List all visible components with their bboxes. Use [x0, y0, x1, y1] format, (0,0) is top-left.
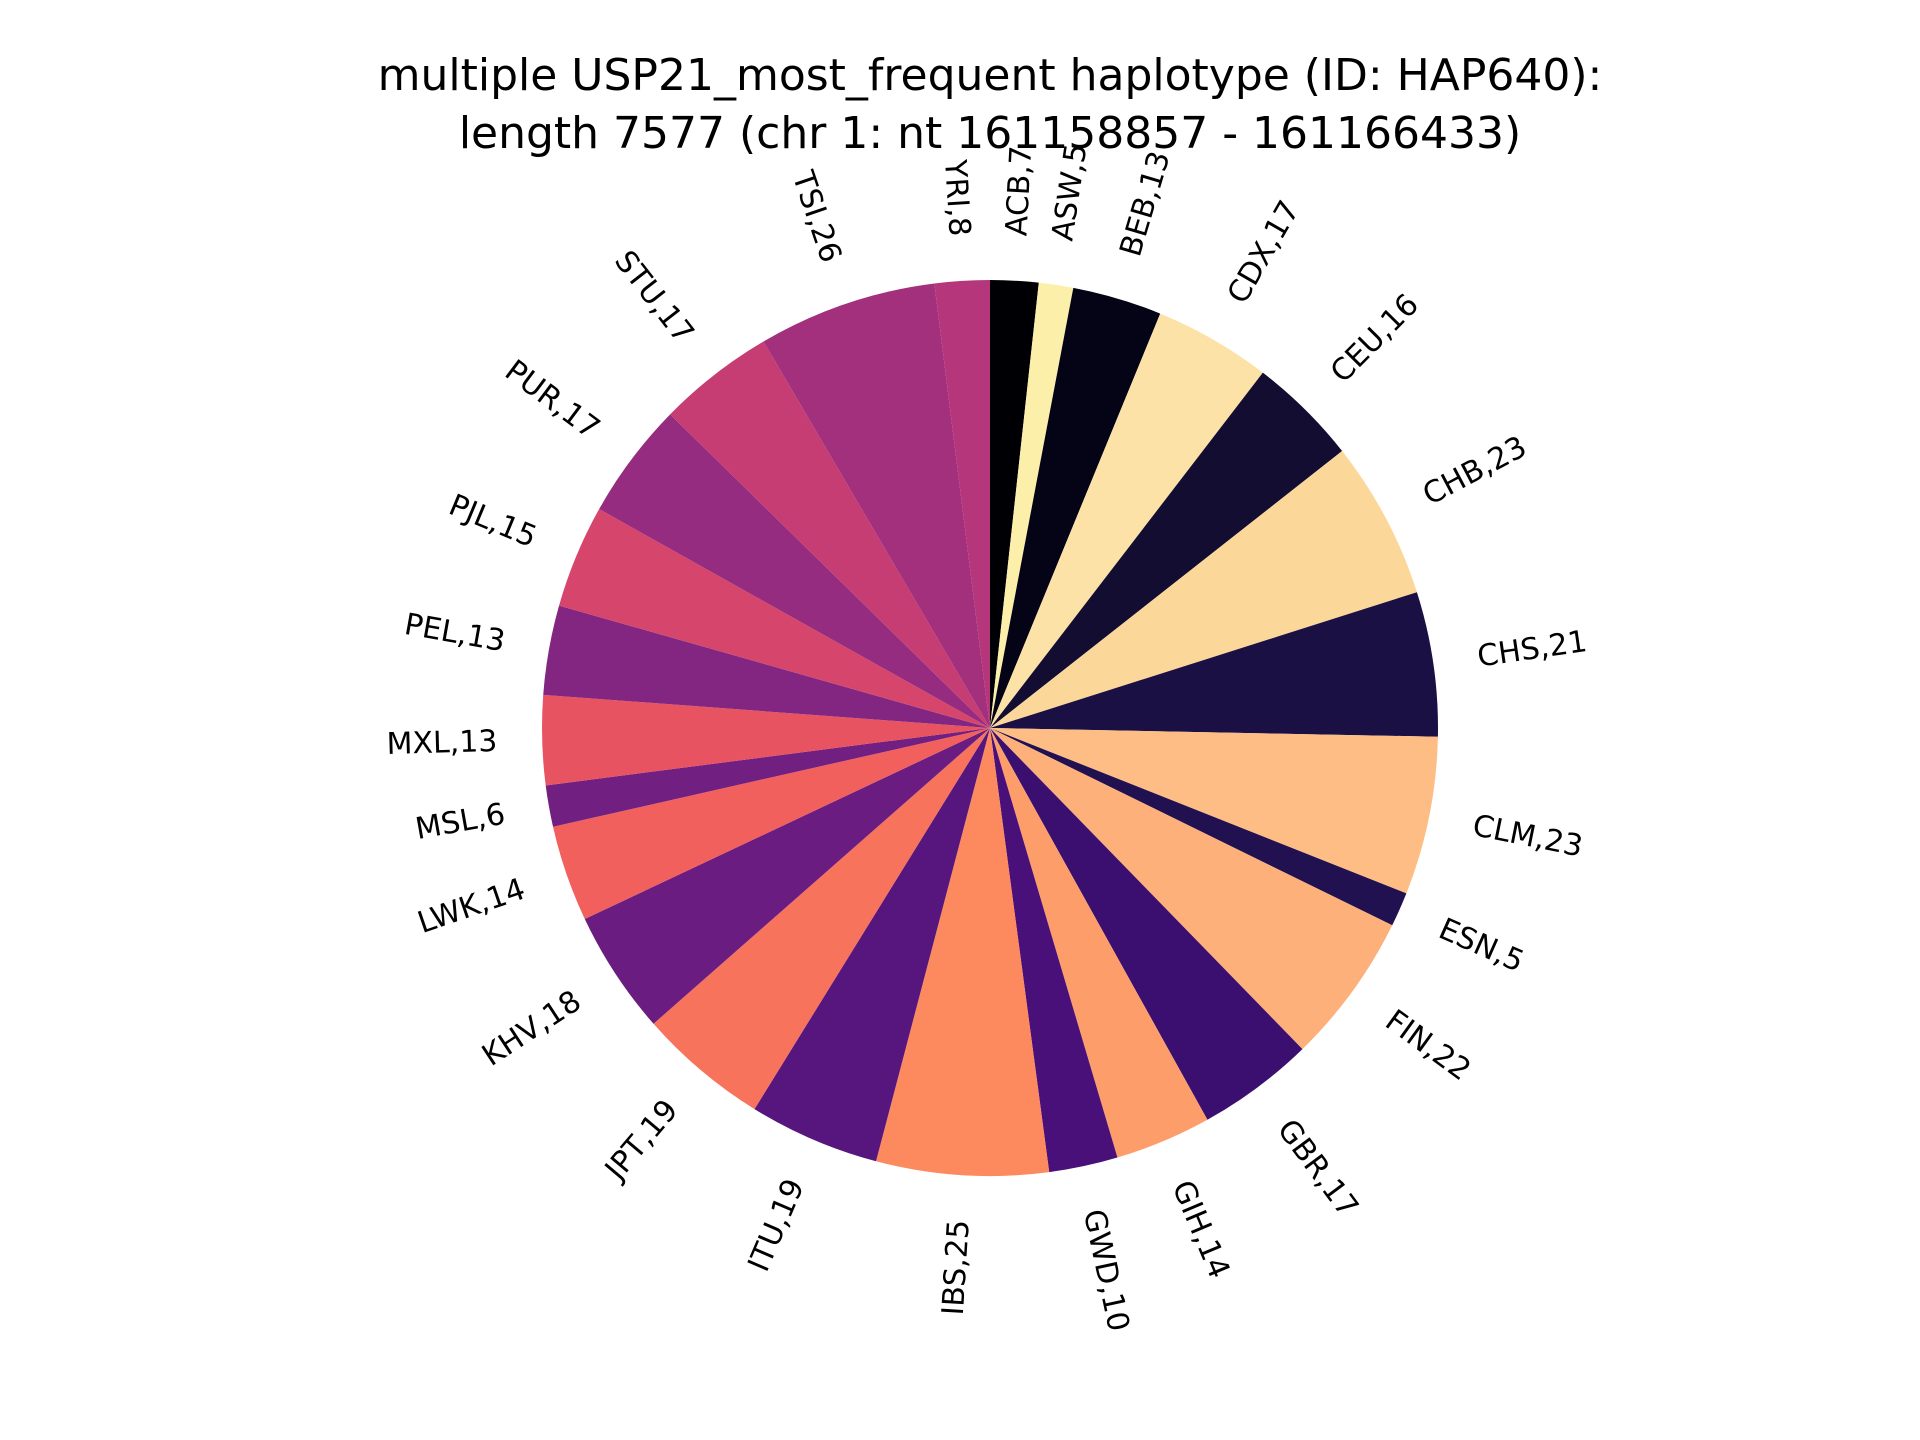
slice-label-jpt: JPT,19	[597, 1093, 685, 1188]
pie-slice-pur	[599, 414, 990, 728]
slice-label-gbr: GBR,17	[1270, 1113, 1365, 1224]
slice-label-itu: ITU,19	[741, 1174, 811, 1277]
slice-label-gwd: GWD,10	[1076, 1206, 1136, 1334]
pie-slice-khv	[584, 728, 990, 1024]
pie-slice-itu	[754, 728, 990, 1162]
slice-label-acb: ACB,7	[999, 145, 1039, 237]
slice-label-msl: MSL,6	[413, 797, 508, 847]
pie-slice-cdx	[990, 313, 1263, 728]
pie-slice-esn	[990, 728, 1407, 926]
pie-slice-chb	[990, 451, 1417, 728]
pie-slice-fin	[990, 728, 1393, 1050]
chart-title: multiple USP21_most_frequent haplotype (…	[378, 50, 1603, 101]
pie-slice-pjl	[559, 509, 990, 728]
pie-slice-msl	[545, 728, 990, 827]
pie-slice-lwk	[553, 728, 990, 919]
slice-label-pur: PUR,17	[498, 353, 606, 446]
chart-subtitle: length 7577 (chr 1: nt 161158857 - 16116…	[459, 108, 1521, 159]
pie-slice-chs	[990, 592, 1438, 737]
slice-label-clm: CLM,23	[1470, 808, 1586, 864]
slice-label-beb: BEB,13	[1113, 147, 1177, 260]
pie-slice-gih	[990, 728, 1208, 1158]
pie-slice-mxl	[542, 694, 990, 786]
slice-label-khv: KHV,18	[476, 984, 588, 1074]
slice-label-esn: ESN,5	[1433, 912, 1529, 980]
slice-label-pel: PEL,13	[402, 607, 508, 659]
pie-slice-pel	[543, 605, 990, 728]
pie-slice-beb	[990, 287, 1161, 728]
pie-slice-ceu	[990, 372, 1343, 728]
pie-slice-acb	[990, 280, 1039, 728]
slice-label-chs: CHS,21	[1475, 624, 1589, 674]
slice-label-tsi: TSI,26	[784, 166, 848, 267]
pie-slice-gbr	[990, 728, 1303, 1120]
slice-label-ceu: CEU,16	[1324, 287, 1426, 390]
slice-label-ibs: IBS,25	[936, 1219, 977, 1317]
slice-label-cdx: CDX,17	[1221, 195, 1307, 310]
pie-slice-asw	[990, 282, 1074, 728]
pie-slice-yri	[934, 280, 990, 728]
slice-label-stu: STU,17	[607, 244, 700, 350]
slice-label-pjl: PJL,15	[444, 488, 542, 555]
slice-label-yri: YRI,8	[937, 158, 977, 238]
pie-slices	[542, 280, 1438, 1176]
slice-label-mxl: MXL,13	[386, 724, 498, 762]
pie-slice-gwd	[990, 728, 1118, 1173]
pie-slice-clm	[990, 728, 1438, 894]
slice-label-gih: GIH,14	[1165, 1176, 1237, 1284]
pie-slice-ibs	[876, 728, 1050, 1176]
pie-slice-tsi	[763, 283, 990, 728]
pie-slice-stu	[670, 341, 990, 728]
slice-label-chb: CHB,23	[1417, 429, 1532, 512]
slice-label-lwk: LWK,14	[413, 872, 529, 941]
pie-slice-jpt	[653, 728, 990, 1110]
slice-label-fin: FIN,22	[1379, 1003, 1477, 1088]
